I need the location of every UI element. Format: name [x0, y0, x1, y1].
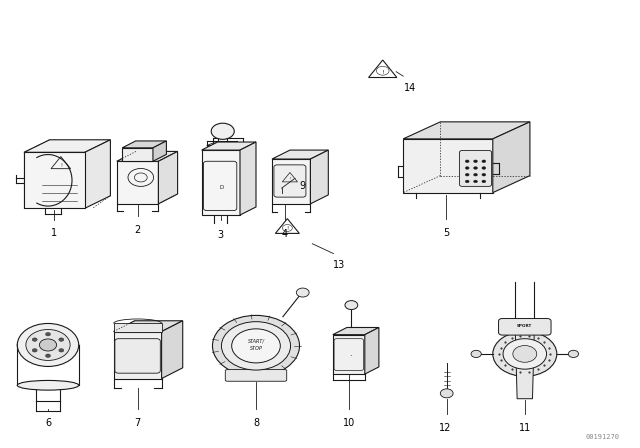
Polygon shape [122, 141, 166, 148]
Text: 3: 3 [218, 230, 224, 240]
Text: D: D [220, 185, 223, 190]
Text: ·: · [349, 352, 351, 361]
Circle shape [211, 123, 234, 139]
Polygon shape [202, 150, 240, 215]
Text: SPORT: SPORT [517, 324, 532, 328]
Polygon shape [114, 323, 161, 332]
Polygon shape [272, 159, 310, 204]
Text: !: ! [60, 163, 62, 168]
Text: 5: 5 [443, 228, 449, 237]
Text: STOP: STOP [250, 345, 262, 351]
Polygon shape [333, 327, 379, 335]
Text: 10: 10 [342, 418, 355, 427]
Polygon shape [114, 321, 183, 332]
Polygon shape [403, 122, 530, 139]
Circle shape [474, 167, 477, 169]
Text: !: ! [381, 70, 384, 75]
Circle shape [32, 349, 37, 352]
Polygon shape [207, 143, 243, 146]
Polygon shape [24, 140, 111, 152]
FancyBboxPatch shape [274, 165, 306, 197]
Circle shape [26, 329, 70, 361]
Polygon shape [365, 327, 379, 374]
Circle shape [482, 160, 486, 163]
Polygon shape [116, 161, 159, 204]
Polygon shape [122, 148, 153, 161]
Polygon shape [310, 150, 328, 204]
Text: 9: 9 [299, 181, 305, 191]
Polygon shape [493, 122, 530, 193]
Circle shape [212, 315, 300, 376]
Text: 1: 1 [51, 228, 58, 238]
Circle shape [345, 301, 358, 310]
Circle shape [465, 173, 469, 176]
Text: START/: START/ [248, 339, 264, 344]
Polygon shape [159, 151, 177, 204]
Polygon shape [114, 332, 161, 379]
Circle shape [221, 322, 291, 370]
Ellipse shape [17, 340, 79, 350]
Text: !: ! [286, 227, 289, 232]
Circle shape [45, 354, 51, 358]
Text: 8: 8 [253, 418, 259, 427]
Text: 00191270: 00191270 [586, 434, 620, 440]
Text: !: ! [289, 177, 291, 181]
FancyBboxPatch shape [499, 319, 551, 335]
Polygon shape [153, 141, 166, 161]
Circle shape [503, 339, 547, 369]
Circle shape [232, 329, 280, 363]
Circle shape [45, 332, 51, 336]
Circle shape [296, 288, 309, 297]
Text: 11: 11 [518, 423, 531, 433]
Circle shape [482, 180, 486, 183]
Polygon shape [85, 140, 111, 208]
Text: 7: 7 [134, 418, 141, 427]
Text: 13: 13 [333, 260, 346, 270]
Circle shape [40, 339, 56, 351]
Ellipse shape [17, 380, 79, 390]
Circle shape [465, 167, 469, 169]
Circle shape [465, 180, 469, 183]
Circle shape [474, 180, 477, 183]
Circle shape [493, 332, 557, 376]
Circle shape [32, 338, 37, 341]
Polygon shape [116, 151, 177, 161]
Polygon shape [333, 335, 365, 374]
Circle shape [471, 350, 481, 358]
Circle shape [474, 173, 477, 176]
FancyBboxPatch shape [225, 370, 287, 381]
Circle shape [482, 173, 486, 176]
Text: 12: 12 [438, 423, 451, 433]
Text: 6: 6 [45, 418, 51, 427]
Polygon shape [24, 152, 85, 208]
Text: 2: 2 [134, 225, 141, 235]
Text: 14: 14 [403, 83, 416, 93]
Circle shape [513, 345, 537, 362]
Polygon shape [240, 142, 256, 215]
Polygon shape [515, 327, 534, 399]
Circle shape [482, 167, 486, 169]
Text: 4: 4 [282, 229, 288, 239]
Polygon shape [161, 321, 183, 379]
Circle shape [568, 350, 579, 358]
Circle shape [59, 349, 64, 352]
Polygon shape [202, 142, 256, 150]
FancyBboxPatch shape [460, 151, 492, 186]
Circle shape [474, 160, 477, 163]
Polygon shape [272, 150, 328, 159]
Polygon shape [403, 139, 493, 193]
Circle shape [17, 323, 79, 366]
Circle shape [59, 338, 64, 341]
Circle shape [440, 389, 453, 398]
Circle shape [465, 160, 469, 163]
FancyBboxPatch shape [115, 339, 160, 373]
